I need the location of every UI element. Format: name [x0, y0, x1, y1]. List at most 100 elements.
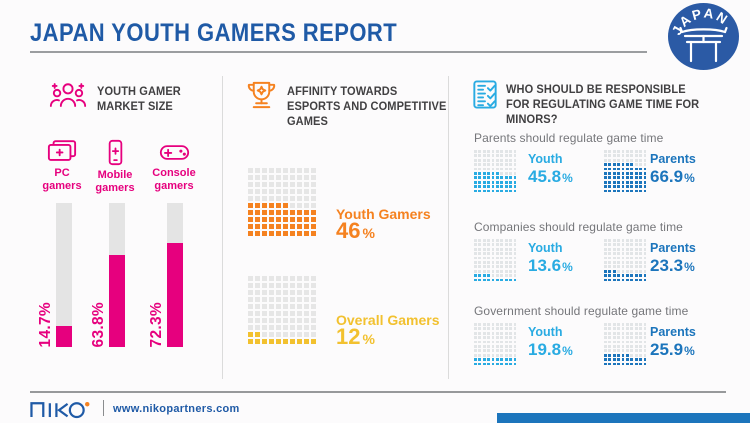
- waffle-cell: [625, 340, 629, 344]
- waffle-cell: [269, 224, 274, 229]
- waffle-cell: [262, 318, 267, 323]
- waffle-cell: [621, 158, 625, 162]
- waffle-cell: [634, 243, 638, 247]
- waffle-cell: [474, 189, 477, 193]
- waffle-cell: [608, 239, 612, 242]
- waffle-cell: [474, 243, 477, 247]
- waffle-cell: [248, 276, 253, 281]
- affinity-title: AFFINITY TOWARDS ESPORTS AND COMPETITIVE…: [287, 86, 447, 128]
- waffle-cell: [248, 231, 253, 236]
- waffle-cell: [290, 318, 295, 323]
- waffle-cell: [604, 176, 607, 180]
- waffle-cell: [495, 158, 499, 162]
- waffle-cell: [604, 158, 607, 162]
- waffle-cell: [504, 167, 508, 171]
- waffle-cell: [617, 158, 620, 162]
- waffle-cell: [276, 210, 281, 215]
- waffle-cell: [513, 327, 517, 331]
- waffle-cell: [643, 353, 647, 357]
- waffle-cell: [630, 327, 634, 331]
- waffle-cell: [621, 185, 625, 188]
- waffle-cell: [474, 327, 477, 331]
- waffle-cell: [634, 358, 638, 361]
- waffle-cell: [487, 252, 490, 255]
- waffle-cell: [630, 274, 634, 277]
- waffle-cell: [276, 290, 281, 295]
- waffle-cell: [474, 269, 477, 273]
- waffle-cell: [612, 260, 616, 264]
- waffle-cell: [500, 336, 504, 339]
- waffle-cell: [643, 163, 647, 166]
- waffle-cell: [617, 150, 620, 153]
- waffle-cell: [269, 168, 274, 173]
- waffle-cell: [639, 358, 642, 361]
- waffle-cell: [617, 353, 620, 357]
- waffle-cell: [504, 362, 508, 366]
- waffle-cell: [604, 180, 607, 184]
- waffle-cell: [269, 290, 274, 295]
- bar-fill-1: [109, 255, 125, 347]
- youth-gamers-value: 46%: [336, 218, 375, 243]
- waffle-cell: [513, 323, 517, 326]
- waffle-cell: [283, 175, 288, 180]
- bar-track-0: [56, 203, 72, 347]
- waffle-cell: [500, 239, 504, 242]
- waffle-cell: [255, 210, 260, 215]
- waffle-cell: [513, 239, 517, 242]
- category-label: Console gamers: [152, 167, 196, 192]
- waffle-cell: [634, 336, 638, 339]
- waffle-cell: [608, 353, 612, 357]
- waffle-cell: [262, 231, 267, 236]
- waffle-cell: [495, 176, 499, 180]
- waffle-cell: [262, 304, 267, 309]
- value-unit: %: [684, 171, 695, 185]
- japan-badge: JAPAN: [668, 3, 739, 70]
- waffle-cell: [639, 185, 642, 188]
- controller-icon: [159, 145, 189, 160]
- waffle-cell: [608, 171, 612, 175]
- waffle-cell: [639, 176, 642, 180]
- waffle-cell: [604, 260, 607, 264]
- waffle-cell: [513, 260, 517, 264]
- waffle-cell: [630, 344, 634, 348]
- footer-rule: [30, 391, 726, 393]
- waffle-cell: [630, 171, 634, 175]
- waffle-cell: [478, 323, 482, 326]
- waffle-cell: [630, 158, 634, 162]
- waffle-cell: [487, 158, 490, 162]
- waffle-cell: [487, 171, 490, 175]
- website-link[interactable]: www.nikopartners.com: [113, 403, 240, 415]
- waffle-cell: [248, 189, 253, 194]
- waffle-cell: [474, 265, 477, 269]
- waffle-cell: [617, 362, 620, 366]
- waffle-cell: [625, 327, 629, 331]
- waffle-cell: [504, 358, 508, 361]
- waffle-cell: [297, 276, 302, 281]
- waffle-cell: [643, 344, 647, 348]
- waffle-cell: [625, 176, 629, 180]
- waffle-cell: [617, 180, 620, 184]
- waffle-cell: [304, 182, 309, 187]
- waffle-cell: [491, 265, 495, 269]
- group-label: Youth: [528, 152, 563, 166]
- waffle-cell: [290, 339, 295, 344]
- waffle-cell: [630, 154, 634, 158]
- waffle-cell: [617, 269, 620, 273]
- waffle-cell: [639, 252, 642, 255]
- waffle-cell: [612, 167, 616, 171]
- waffle-cell: [500, 150, 504, 153]
- waffle-cell: [269, 189, 274, 194]
- waffle-cell: [617, 154, 620, 158]
- waffle-cell: [608, 265, 612, 269]
- waffle-cell: [504, 243, 508, 247]
- waffle-cell: [269, 325, 274, 330]
- waffle-cell: [297, 189, 302, 194]
- market-size-title: YOUTH GAMER MARKET SIZE: [97, 86, 181, 113]
- waffle-cell: [625, 171, 629, 175]
- waffle-cell: [643, 154, 647, 158]
- waffle-cell: [248, 318, 253, 323]
- waffle-cell: [630, 353, 634, 357]
- waffle-cell: [304, 283, 309, 288]
- waffle-cell: [608, 327, 612, 331]
- waffle-cell: [634, 252, 638, 255]
